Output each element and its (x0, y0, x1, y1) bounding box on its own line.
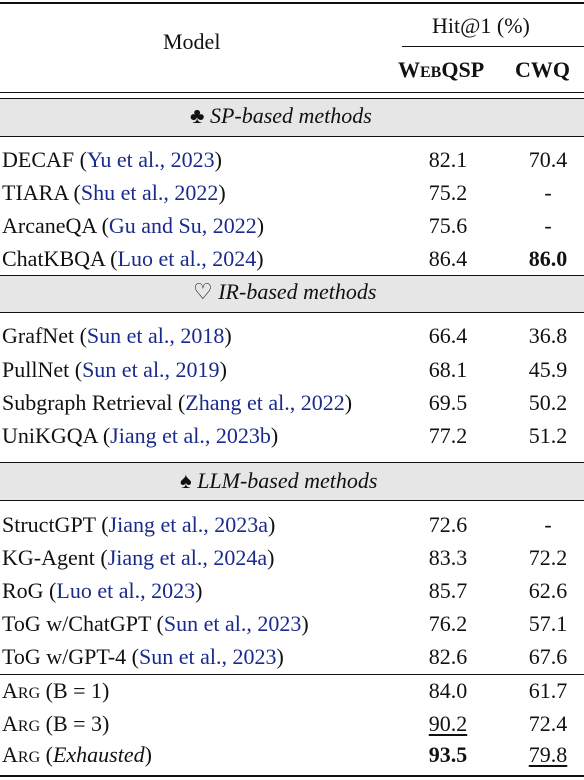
cwq-value: 79.8 (528, 742, 568, 767)
table-row: RoG (Luo et al., 2023) (2, 578, 203, 603)
cwq-header: CWQ (515, 57, 570, 82)
section-rule (0, 462, 584, 463)
header-rule (0, 92, 584, 93)
webqsp-value: 66.4 (428, 323, 468, 348)
cwq-value: 51.2 (528, 423, 568, 448)
webqsp-value: 82.1 (428, 147, 468, 172)
arg-rule (0, 674, 584, 675)
cwq-value: 86.0 (528, 246, 568, 271)
webqsp-value: 75.2 (428, 180, 468, 205)
table-row: GrafNet (Sun et al., 2018) (2, 323, 232, 348)
citation-link[interactable]: Yu et al., 2023 (86, 147, 215, 172)
heart-icon: ♡ (193, 279, 213, 304)
webqsp-header: WEBQSP (398, 57, 485, 82)
webqsp-value: 86.4 (428, 246, 468, 271)
table-row: UniKGQA (Jiang et al., 2023b) (2, 423, 279, 448)
table-row: DECAF (Yu et al., 2023) (2, 147, 222, 172)
table-row: Subgraph Retrieval (Zhang et al., 2022) (2, 390, 353, 415)
table-row: TIARA (Shu et al., 2022) (2, 180, 226, 205)
webqsp-value: 90.2 (428, 711, 468, 736)
cwq-value: - (544, 512, 552, 537)
webqsp-value: 84.0 (428, 678, 468, 703)
cwq-value: 72.2 (528, 545, 568, 570)
cwq-value: - (544, 213, 552, 238)
citation-link[interactable]: Jiang et al., 2024a (107, 545, 268, 570)
citation-link[interactable]: Sun et al., 2023 (138, 644, 277, 669)
cwq-value: - (544, 180, 552, 205)
citation-link[interactable]: Luo et al., 2023 (56, 578, 196, 603)
arg-row-b1: ARG (B = 1) (2, 678, 110, 703)
cwq-value: 45.9 (528, 357, 568, 382)
section-band-sp (0, 98, 584, 136)
section-band-llm (0, 462, 584, 500)
citation-link[interactable]: Sun et al., 2018 (86, 323, 225, 348)
cwq-value: 67.6 (528, 644, 568, 669)
table-row: KG-Agent (Jiang et al., 2024a) (2, 545, 275, 570)
section-title-ir: ♡ IR-based methods (193, 279, 377, 304)
citation-link[interactable]: Shu et al., 2022 (80, 180, 219, 205)
citation-link[interactable]: Sun et al., 2019 (82, 357, 220, 382)
webqsp-value: 77.2 (428, 423, 468, 448)
cwq-value: 50.2 (528, 390, 568, 415)
webqsp-value: 83.3 (428, 545, 468, 570)
arg-row-exhausted: ARG (Exhausted) (2, 742, 152, 767)
webqsp-value: 72.6 (428, 512, 468, 537)
cwq-value: 57.1 (528, 611, 568, 636)
table-row: ChatKBQA (Luo et al., 2024) (2, 246, 264, 271)
cwq-value: 61.7 (528, 678, 568, 703)
table-row: PullNet (Sun et al., 2019) (2, 357, 227, 382)
citation-link[interactable]: Jiang et al., 2023a (108, 512, 269, 537)
citation-link[interactable]: Zhang et al., 2022 (185, 390, 345, 415)
section-rule (0, 500, 584, 501)
cwq-value: 70.4 (528, 147, 568, 172)
cwq-value: 36.8 (528, 323, 568, 348)
citation-link[interactable]: Luo et al., 2024 (117, 246, 257, 271)
table-row: ArcaneQA (Gu and Su, 2022) (2, 213, 265, 238)
webqsp-value: 76.2 (428, 611, 468, 636)
cwq-value: 62.6 (528, 578, 568, 603)
section-title-sp: ♣ SP-based methods (190, 103, 372, 128)
citation-link[interactable]: Sun et al., 2023 (163, 611, 302, 636)
webqsp-value: 85.7 (428, 578, 468, 603)
spade-icon: ♠ (180, 468, 192, 493)
webqsp-value: 82.6 (428, 644, 468, 669)
table-row: ToG w/ChatGPT (Sun et al., 2023) (2, 611, 309, 636)
table-row: StructGPT (Jiang et al., 2023a) (2, 512, 276, 537)
metric-header: Hit@1 (%) (432, 13, 530, 38)
metric-underline (402, 46, 584, 47)
bottom-rule (0, 775, 584, 777)
section-rule (0, 312, 584, 313)
model-header: Model (163, 29, 221, 54)
section-rule (0, 136, 584, 137)
section-rule (0, 275, 584, 276)
webqsp-value: 69.5 (428, 390, 468, 415)
citation-link[interactable]: Jiang et al., 2023b (110, 423, 271, 448)
section-title-llm: ♠ LLM-based methods (180, 468, 378, 493)
citation-link[interactable]: Gu and Su, 2022 (108, 213, 257, 238)
webqsp-value: 68.1 (428, 357, 468, 382)
top-rule (0, 2, 584, 4)
arg-row-b3: ARG (B = 3) (2, 711, 110, 736)
cwq-value: 72.4 (528, 711, 568, 736)
section-band-ir (0, 275, 584, 312)
club-icon: ♣ (190, 103, 205, 128)
table-row: ToG w/GPT-4 (Sun et al., 2023) (2, 644, 284, 669)
webqsp-value: 93.5 (428, 742, 468, 767)
section-rule (0, 98, 584, 99)
webqsp-value: 75.6 (428, 213, 468, 238)
